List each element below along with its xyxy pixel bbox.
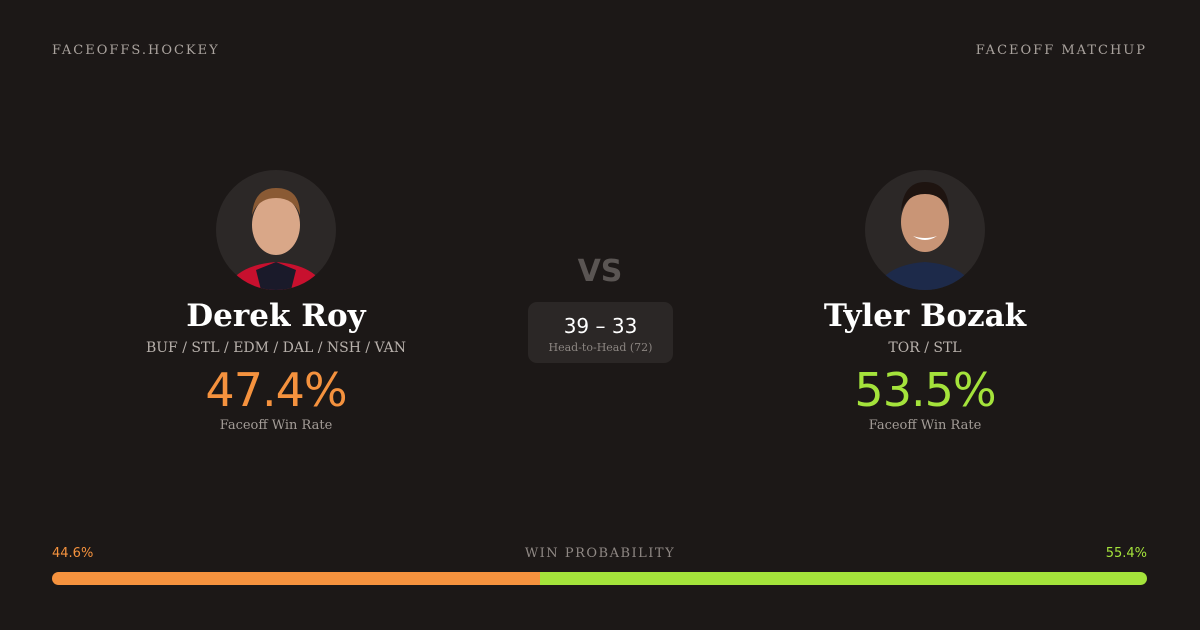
win-rate: 53.5% [854, 363, 996, 417]
win-prob-title: WIN PROBABILITY [524, 546, 676, 561]
head-to-head-box: 39 – 33 Head-to-Head (72) [528, 302, 673, 363]
h2h-score: 39 – 33 [563, 314, 638, 338]
win-prob-right: 55.4% [1105, 546, 1147, 561]
player-name: Tyler Bozak [823, 298, 1027, 334]
win-prob-segment [52, 572, 541, 585]
player-teams: TOR / STL [888, 340, 962, 356]
win-prob-left: 44.6% [52, 546, 94, 561]
player-photo [216, 170, 336, 290]
brand: FACEOFFS.HOCKEY [52, 43, 220, 58]
player-card: Tyler Bozak TOR / STL 53.5% Faceoff Win … [715, 170, 1135, 433]
win-rate-label: Faceoff Win Rate [868, 418, 982, 433]
win-rate: 47.4% [205, 363, 347, 417]
page-label: FACEOFF MATCHUP [975, 43, 1147, 58]
player-name: Derek Roy [186, 298, 366, 334]
versus: VS [577, 254, 623, 289]
player-photo [865, 170, 985, 290]
win-prob-segment [540, 572, 1147, 585]
player-teams: BUF / STL / EDM / DAL / NSH / VAN [145, 340, 407, 356]
win-rate-label: Faceoff Win Rate [219, 418, 333, 433]
win-prob-bar [52, 572, 1147, 585]
player-card: Derek Roy BUF / STL / EDM / DAL / NSH / … [66, 170, 486, 433]
h2h-label: Head-to-Head (72) [548, 341, 653, 354]
